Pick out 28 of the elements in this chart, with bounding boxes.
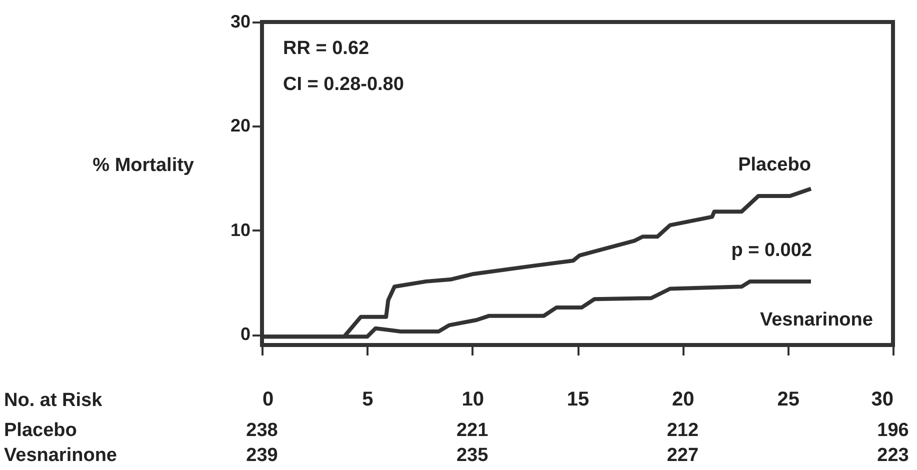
text: 212 [666, 420, 699, 441]
y-tick-label: 0 [240, 324, 250, 344]
x-tick-label: 10 [462, 388, 484, 410]
x-tick-label: 15 [566, 388, 590, 410]
text: 196 [877, 420, 909, 441]
y-tick-label: 30 [230, 12, 250, 32]
series-label: Placebo [738, 154, 811, 176]
x-tick-label: 5 [362, 388, 374, 410]
annotation: CI = 0.28-0.80 [283, 74, 404, 95]
y-axis-title: % Mortality [92, 155, 194, 176]
text: 221 [456, 420, 489, 441]
text: 223 [877, 445, 909, 466]
text: 235 [456, 445, 489, 466]
x-tick-label: 30 [871, 388, 894, 410]
annotation: p = 0.002 [731, 240, 812, 261]
x-tick-label: 25 [777, 388, 800, 410]
text: 239 [246, 445, 278, 466]
x-tick-label: 0 [262, 388, 274, 410]
annotation: RR = 0.62 [283, 38, 370, 59]
y-tick-label: 10 [230, 220, 250, 240]
text: 227 [666, 445, 699, 466]
text: Vesnarinone [4, 445, 117, 466]
series-label: Vesnarinone [760, 309, 873, 330]
y-tick-label: 20 [230, 116, 250, 136]
text: Placebo [4, 420, 77, 441]
x-tick-label: 20 [672, 388, 694, 410]
text: 238 [246, 420, 278, 441]
text: No. at Risk [4, 390, 103, 411]
